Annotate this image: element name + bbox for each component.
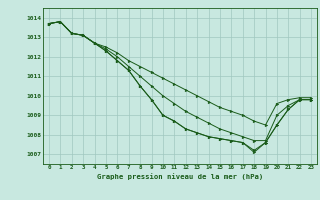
X-axis label: Graphe pression niveau de la mer (hPa): Graphe pression niveau de la mer (hPa): [97, 173, 263, 180]
